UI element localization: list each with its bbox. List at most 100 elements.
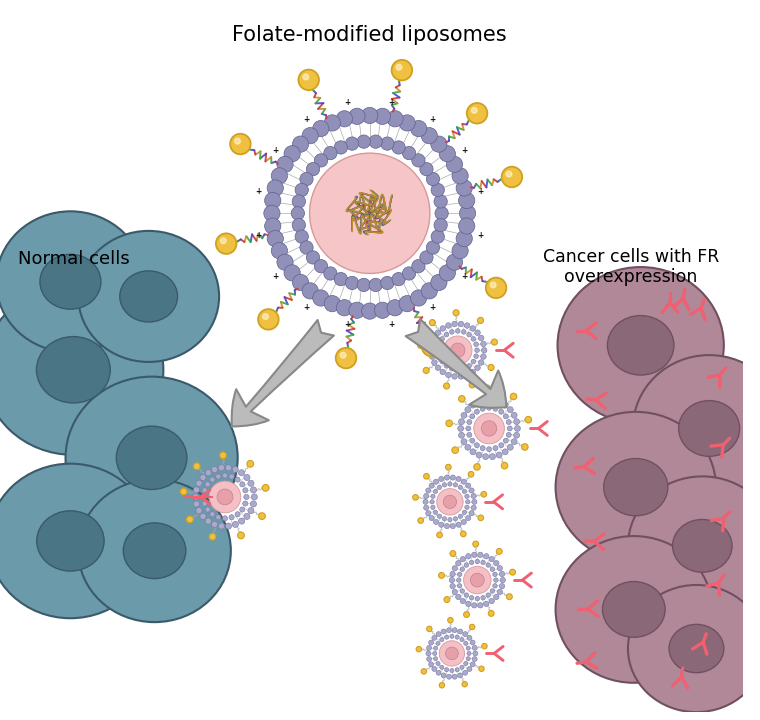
Circle shape [507,426,512,431]
Circle shape [483,397,489,403]
Circle shape [340,352,346,358]
Text: +: + [255,186,261,196]
Circle shape [416,647,422,652]
Circle shape [439,683,445,688]
Circle shape [431,230,445,243]
Circle shape [440,369,445,374]
Circle shape [250,501,257,507]
Circle shape [452,168,468,184]
Ellipse shape [679,400,739,456]
Circle shape [446,420,452,426]
Circle shape [452,447,458,454]
Circle shape [277,254,293,270]
Circle shape [229,515,234,520]
Circle shape [493,406,498,411]
Circle shape [467,420,472,425]
Circle shape [239,518,245,524]
Circle shape [475,330,480,336]
Circle shape [455,667,459,672]
Circle shape [479,666,484,672]
Circle shape [200,513,206,519]
Circle shape [458,192,475,209]
Circle shape [486,593,490,598]
Circle shape [362,107,378,124]
Circle shape [460,637,464,642]
Circle shape [458,514,463,518]
Circle shape [469,382,475,388]
Circle shape [470,438,475,443]
Circle shape [460,589,464,593]
Circle shape [410,120,427,137]
Circle shape [193,501,200,507]
Ellipse shape [36,510,104,571]
Circle shape [440,637,444,642]
Circle shape [471,336,476,341]
Circle shape [489,598,495,603]
Ellipse shape [607,315,674,375]
Circle shape [453,310,459,316]
Circle shape [436,348,441,353]
Circle shape [334,141,347,154]
Circle shape [426,241,439,254]
Circle shape [429,354,435,359]
Circle shape [458,673,463,678]
Circle shape [412,259,425,273]
Circle shape [448,482,452,486]
Circle shape [470,369,476,374]
Circle shape [464,662,468,665]
Circle shape [426,510,431,516]
Circle shape [239,507,245,512]
Circle shape [324,267,337,280]
Circle shape [299,70,319,90]
Text: +: + [344,98,351,107]
Ellipse shape [0,212,144,352]
Circle shape [293,136,309,152]
Circle shape [410,290,427,306]
Circle shape [242,501,248,506]
Circle shape [456,522,461,527]
Circle shape [429,320,435,325]
Circle shape [432,360,437,365]
Circle shape [392,141,405,154]
Circle shape [457,578,461,582]
Circle shape [481,492,486,497]
Circle shape [205,482,211,487]
Text: +: + [461,146,467,155]
Circle shape [463,670,467,675]
Circle shape [466,554,471,559]
Circle shape [437,354,442,359]
Circle shape [467,333,471,337]
Circle shape [431,494,435,498]
Circle shape [475,348,480,353]
Circle shape [473,541,479,547]
Text: +: + [344,320,351,329]
Circle shape [387,111,403,127]
Circle shape [514,419,520,425]
Circle shape [521,444,528,450]
Ellipse shape [556,412,716,562]
Circle shape [220,238,226,243]
Circle shape [514,432,520,438]
Circle shape [458,218,475,234]
Circle shape [437,514,442,518]
Circle shape [464,611,470,618]
Circle shape [180,488,187,495]
Circle shape [480,354,486,359]
Circle shape [423,505,429,510]
Circle shape [461,479,467,485]
Circle shape [315,259,328,273]
Circle shape [465,407,470,413]
Circle shape [399,114,415,131]
Circle shape [486,405,492,410]
Text: +: + [461,271,467,281]
Circle shape [233,467,239,472]
Circle shape [481,595,486,600]
Circle shape [455,635,459,639]
Circle shape [196,508,202,513]
Circle shape [447,674,451,679]
Circle shape [475,559,480,564]
Circle shape [465,505,469,510]
Circle shape [433,646,438,650]
Circle shape [499,409,504,414]
Circle shape [439,477,444,482]
